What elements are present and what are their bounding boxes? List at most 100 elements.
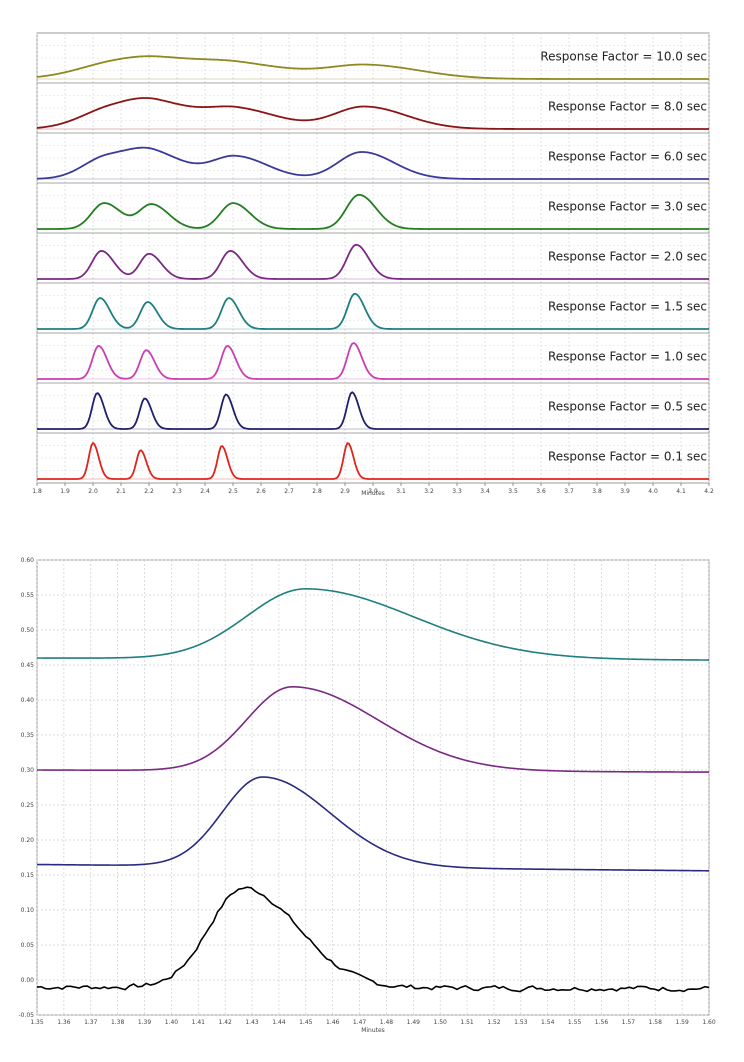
top-panel: Response Factor = 6.0 sec [36,132,709,180]
top-x-tick-label: 3.7 [564,488,574,495]
response-factor-label: Response Factor = 10.0 sec [540,50,707,64]
top-x-tick-label: 2.4 [200,488,210,495]
bottom-x-tick-label: 1.44 [272,1019,286,1026]
top-x-tick-label: 3.8 [592,488,602,495]
bottom-y-tick-label: 0.25 [21,802,35,809]
bottom-y-tick-label: 0.05 [21,942,35,949]
bottom-y-tick-label: 0.10 [21,907,35,914]
response-factor-label: Response Factor = 0.1 sec [548,450,707,464]
response-factor-label: Response Factor = 3.0 sec [548,200,707,214]
top-x-tick-label: 1.8 [32,488,42,495]
bottom-x-tick-label: 1.60 [702,1019,716,1026]
top-panels: Response Factor = 10.0 sec Response Facto… [36,45,709,480]
bottom-series-line-navy [36,776,710,872]
bottom-x-tick-label: 1.35 [30,1019,44,1026]
bottom-series [36,588,710,993]
top-x-tick-label: 4.0 [648,488,658,495]
bottom-x-tick-label: 1.58 [649,1019,663,1026]
bottom-x-tick-label: 1.45 [299,1019,313,1026]
bottom-x-tick-label: 1.39 [138,1019,152,1026]
bottom-plot-frame [36,559,710,1016]
bottom-x-tick-label: 1.56 [595,1019,609,1026]
bottom-x-tick-label: 1.38 [111,1019,125,1026]
top-x-tick-label: 3.6 [536,488,546,495]
bottom-x-tick-label: 1.40 [165,1019,179,1026]
bottom-y-tick-label: 0.30 [21,767,35,774]
top-panel: Response Factor = 3.0 sec [37,182,709,230]
top-x-tick-label: 2.3 [172,488,182,495]
top-series-line [36,55,709,80]
top-panel: Response Factor = 2.0 sec [37,232,709,280]
top-x-tick-label: 4.1 [676,488,686,495]
bottom-y-tick-label: 0.40 [21,697,35,704]
bottom-y-tick-label: 0.00 [21,977,35,984]
top-x-tick-label: 3.4 [480,488,490,495]
top-panel: Response Factor = 1.5 sec [37,282,709,330]
top-x-tick-label: 2.2 [144,488,154,495]
top-series-line [37,441,709,480]
bottom-x-tick-label: 1.51 [460,1019,474,1026]
bottom-y-tick-label: 0.35 [21,732,35,739]
top-series-line [36,97,709,130]
top-x-tick-label: 3.3 [452,488,462,495]
bottom-y-tick-label: 0.60 [21,557,35,564]
bottom-x-tick-label: 1.48 [380,1019,394,1026]
overlay-peak-chart: 0.60 0.55 0.50 0.45 0.40 0.35 0.30 0.25 0.20 0.15… [18,557,715,1034]
top-x-tick-label: 3.9 [620,488,630,495]
top-series-line [37,391,709,430]
response-factor-label: Response Factor = 1.5 sec [548,300,707,314]
top-x-ticks: 1.8 1.9 2.0 2.1 2.2 2.3 2.4 2.5 2.6 2.7 2.8 2.9 3.0 3… [32,483,714,495]
top-x-tick-label: 3.1 [396,488,406,495]
bottom-y-tick-label: 0.15 [21,872,35,879]
bottom-x-tick-label: 1.47 [353,1019,367,1026]
top-x-tick-label: 4.2 [704,488,714,495]
bottom-x-tick-label: 1.55 [568,1019,582,1026]
top-x-tick-label: 3.0 [368,488,378,495]
bottom-y-ticks: 0.60 0.55 0.50 0.45 0.40 0.35 0.30 0.25 0.20 0.15… [18,557,34,1019]
top-x-tick-label: 3.2 [424,488,434,495]
response-factor-label: Response Factor = 2.0 sec [548,250,707,264]
bottom-y-tick-label: -0.05 [18,1012,34,1019]
bottom-x-tick-label: 1.36 [57,1019,71,1026]
response-factor-stacked-chart: Response Factor = 10.0 sec Response Facto… [32,32,714,497]
top-panel: Response Factor = 8.0 sec [36,82,709,130]
bottom-gridlines [36,559,710,1016]
top-x-tick-label: 2.1 [116,488,126,495]
top-panel: Response Factor = 0.1 sec [37,432,709,480]
bottom-x-tick-label: 1.49 [407,1019,421,1026]
bottom-x-tick-label: 1.46 [326,1019,340,1026]
bottom-x-ticks: 1.35 1.36 1.37 1.38 1.39 1.40 1.41 1.42 1.43 1.44… [30,1019,716,1026]
top-series-line [37,193,709,230]
bottom-x-tick-label: 1.41 [192,1019,206,1026]
bottom-x-tick-label: 1.59 [675,1019,689,1026]
bottom-series-line-purple [36,685,710,773]
response-factor-label: Response Factor = 6.0 sec [548,150,707,164]
top-x-tick-label: 2.6 [256,488,266,495]
bottom-y-tick-label: 0.45 [21,662,35,669]
top-x-tick-label: 2.5 [228,488,238,495]
bottom-x-tick-label: 1.42 [218,1019,232,1026]
response-factor-label: Response Factor = 0.5 sec [548,400,707,414]
top-series-line [36,146,709,180]
bottom-series-line-teal [37,588,710,661]
bottom-x-tick-label: 1.37 [84,1019,98,1026]
top-x-tick-label: 3.5 [508,488,518,495]
bottom-x-tick-label: 1.43 [245,1019,259,1026]
bottom-y-tick-label: 0.50 [21,627,35,634]
bottom-x-tick-label: 1.52 [487,1019,501,1026]
bottom-x-tick-label: 1.57 [622,1019,636,1026]
top-panel: Response Factor = 0.5 sec [37,382,709,430]
top-x-tick-label: 2.8 [312,488,322,495]
response-factor-label: Response Factor = 1.0 sec [548,350,707,364]
top-x-axis-label: Minutes [361,490,385,497]
bottom-y-tick-label: 0.55 [21,592,35,599]
top-panel: Response Factor = 1.0 sec [37,332,709,380]
top-series-line [37,243,709,280]
top-x-tick-label: 2.0 [88,488,98,495]
top-x-tick-label: 2.7 [284,488,294,495]
bottom-x-tick-label: 1.53 [514,1019,528,1026]
top-x-tick-label: 1.9 [60,488,70,495]
bottom-series-line-black [36,886,710,993]
bottom-x-tick-label: 1.54 [541,1019,555,1026]
